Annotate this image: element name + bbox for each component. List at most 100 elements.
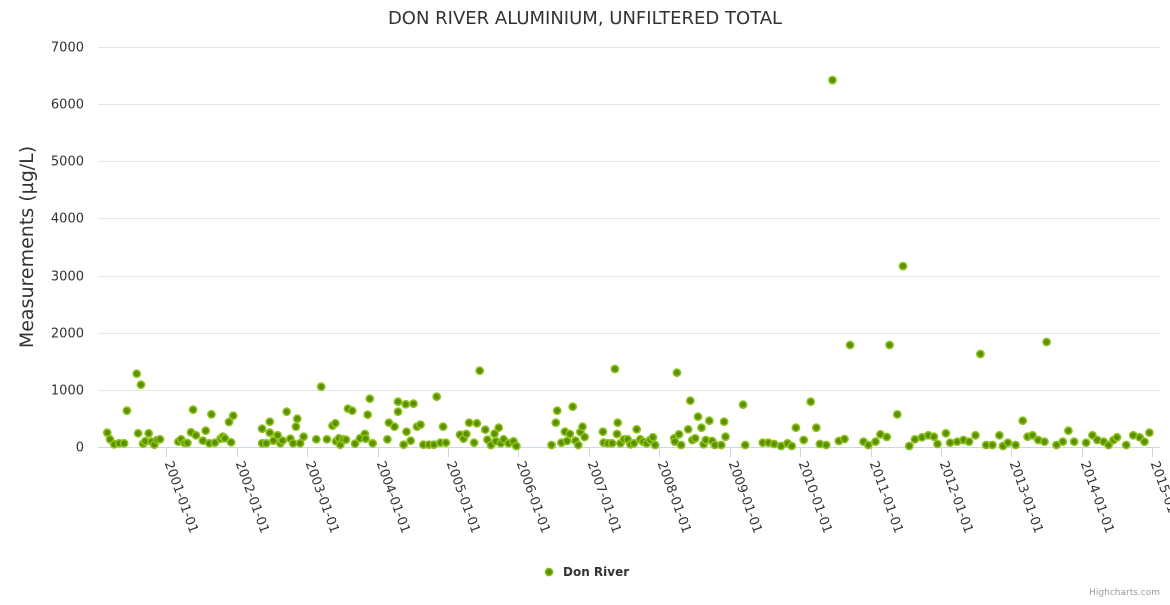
data-point[interactable] — [840, 434, 849, 444]
data-point[interactable] — [406, 436, 416, 446]
data-point[interactable] — [941, 428, 951, 438]
data-point[interactable] — [330, 418, 340, 428]
data-point[interactable] — [565, 429, 575, 439]
data-point[interactable] — [864, 440, 873, 450]
data-point[interactable] — [910, 434, 920, 444]
data-point[interactable] — [811, 423, 821, 433]
data-point[interactable] — [119, 438, 129, 448]
data-point[interactable] — [265, 428, 275, 438]
data-point[interactable] — [716, 440, 726, 450]
data-point[interactable] — [226, 437, 236, 447]
data-point[interactable] — [461, 429, 471, 439]
data-point[interactable] — [402, 427, 411, 437]
data-point[interactable] — [365, 394, 375, 404]
data-point[interactable] — [416, 420, 425, 430]
data-point[interactable] — [464, 418, 474, 428]
data-point[interactable] — [787, 441, 797, 451]
data-point[interactable] — [929, 432, 939, 442]
data-point[interactable] — [547, 440, 556, 450]
data-point[interactable] — [685, 396, 695, 406]
legend[interactable]: Don River — [544, 565, 629, 579]
data-point[interactable] — [898, 261, 908, 271]
data-point[interactable] — [806, 397, 816, 407]
data-point[interactable] — [945, 438, 955, 448]
data-point[interactable] — [738, 400, 748, 410]
data-point[interactable] — [613, 418, 623, 428]
data-point[interactable] — [469, 438, 479, 448]
data-point[interactable] — [885, 340, 894, 350]
data-point[interactable] — [257, 424, 267, 434]
data-point[interactable] — [206, 409, 216, 419]
data-point[interactable] — [551, 418, 561, 428]
data-point[interactable] — [511, 441, 521, 451]
legend-item-don-river[interactable]: Don River — [563, 565, 629, 579]
data-point[interactable] — [1042, 337, 1051, 347]
data-point[interactable] — [295, 438, 305, 448]
data-point[interactable] — [552, 406, 562, 416]
data-point[interactable] — [1081, 438, 1091, 448]
data-point[interactable] — [562, 436, 572, 446]
data-point[interactable] — [871, 437, 880, 447]
data-point[interactable] — [261, 438, 271, 448]
data-point[interactable] — [322, 434, 332, 444]
credits-link[interactable]: Highcharts.com — [1089, 588, 1160, 598]
data-point[interactable] — [693, 412, 703, 422]
data-point[interactable] — [278, 436, 287, 446]
data-point[interactable] — [292, 414, 302, 424]
data-point[interactable] — [316, 382, 326, 392]
data-point[interactable] — [740, 440, 750, 450]
data-point[interactable] — [224, 417, 234, 427]
data-point[interactable] — [282, 407, 292, 417]
data-point[interactable] — [191, 430, 201, 440]
data-point[interactable] — [721, 432, 730, 442]
data-point[interactable] — [494, 423, 504, 433]
data-point[interactable] — [155, 434, 165, 444]
data-point[interactable] — [350, 439, 360, 449]
data-point[interactable] — [610, 364, 620, 374]
data-point[interactable] — [612, 429, 622, 439]
data-point[interactable] — [136, 380, 146, 390]
data-point[interactable] — [1112, 432, 1122, 442]
data-point[interactable] — [399, 440, 408, 450]
data-point[interactable] — [480, 425, 490, 435]
data-point[interactable] — [432, 392, 442, 402]
data-point[interactable] — [568, 402, 578, 412]
data-point[interactable] — [382, 434, 392, 444]
data-point[interactable] — [672, 368, 682, 378]
data-point[interactable] — [265, 417, 275, 427]
data-point[interactable] — [144, 428, 154, 438]
data-point[interactable] — [676, 440, 686, 450]
data-point[interactable] — [311, 434, 321, 444]
data-point[interactable] — [291, 422, 301, 432]
data-point[interactable] — [390, 422, 399, 432]
data-point[interactable] — [1145, 428, 1154, 438]
data-point[interactable] — [1069, 437, 1079, 447]
data-point[interactable] — [573, 440, 583, 450]
data-point[interactable] — [438, 422, 448, 432]
data-point[interactable] — [578, 422, 587, 432]
data-point[interactable] — [441, 438, 451, 448]
data-point[interactable] — [799, 435, 809, 445]
data-point[interactable] — [1140, 437, 1149, 447]
data-point[interactable] — [598, 427, 608, 437]
data-point[interactable] — [988, 440, 997, 450]
data-point[interactable] — [976, 349, 985, 359]
data-point[interactable] — [964, 437, 974, 447]
data-point[interactable] — [228, 411, 238, 421]
data-point[interactable] — [821, 440, 831, 450]
data-point[interactable] — [719, 417, 729, 427]
data-point[interactable] — [674, 429, 684, 439]
data-point[interactable] — [401, 399, 411, 409]
data-point[interactable] — [904, 441, 914, 451]
data-point[interactable] — [341, 435, 351, 445]
data-point[interactable] — [690, 433, 700, 443]
data-point[interactable] — [791, 423, 801, 433]
data-point[interactable] — [188, 405, 198, 415]
data-point[interactable] — [607, 438, 617, 448]
data-point[interactable] — [1064, 426, 1073, 436]
data-point[interactable] — [288, 438, 298, 448]
data-point[interactable] — [971, 430, 980, 440]
data-point[interactable] — [1011, 440, 1020, 450]
data-point[interactable] — [472, 418, 482, 428]
data-point[interactable] — [1058, 437, 1068, 447]
